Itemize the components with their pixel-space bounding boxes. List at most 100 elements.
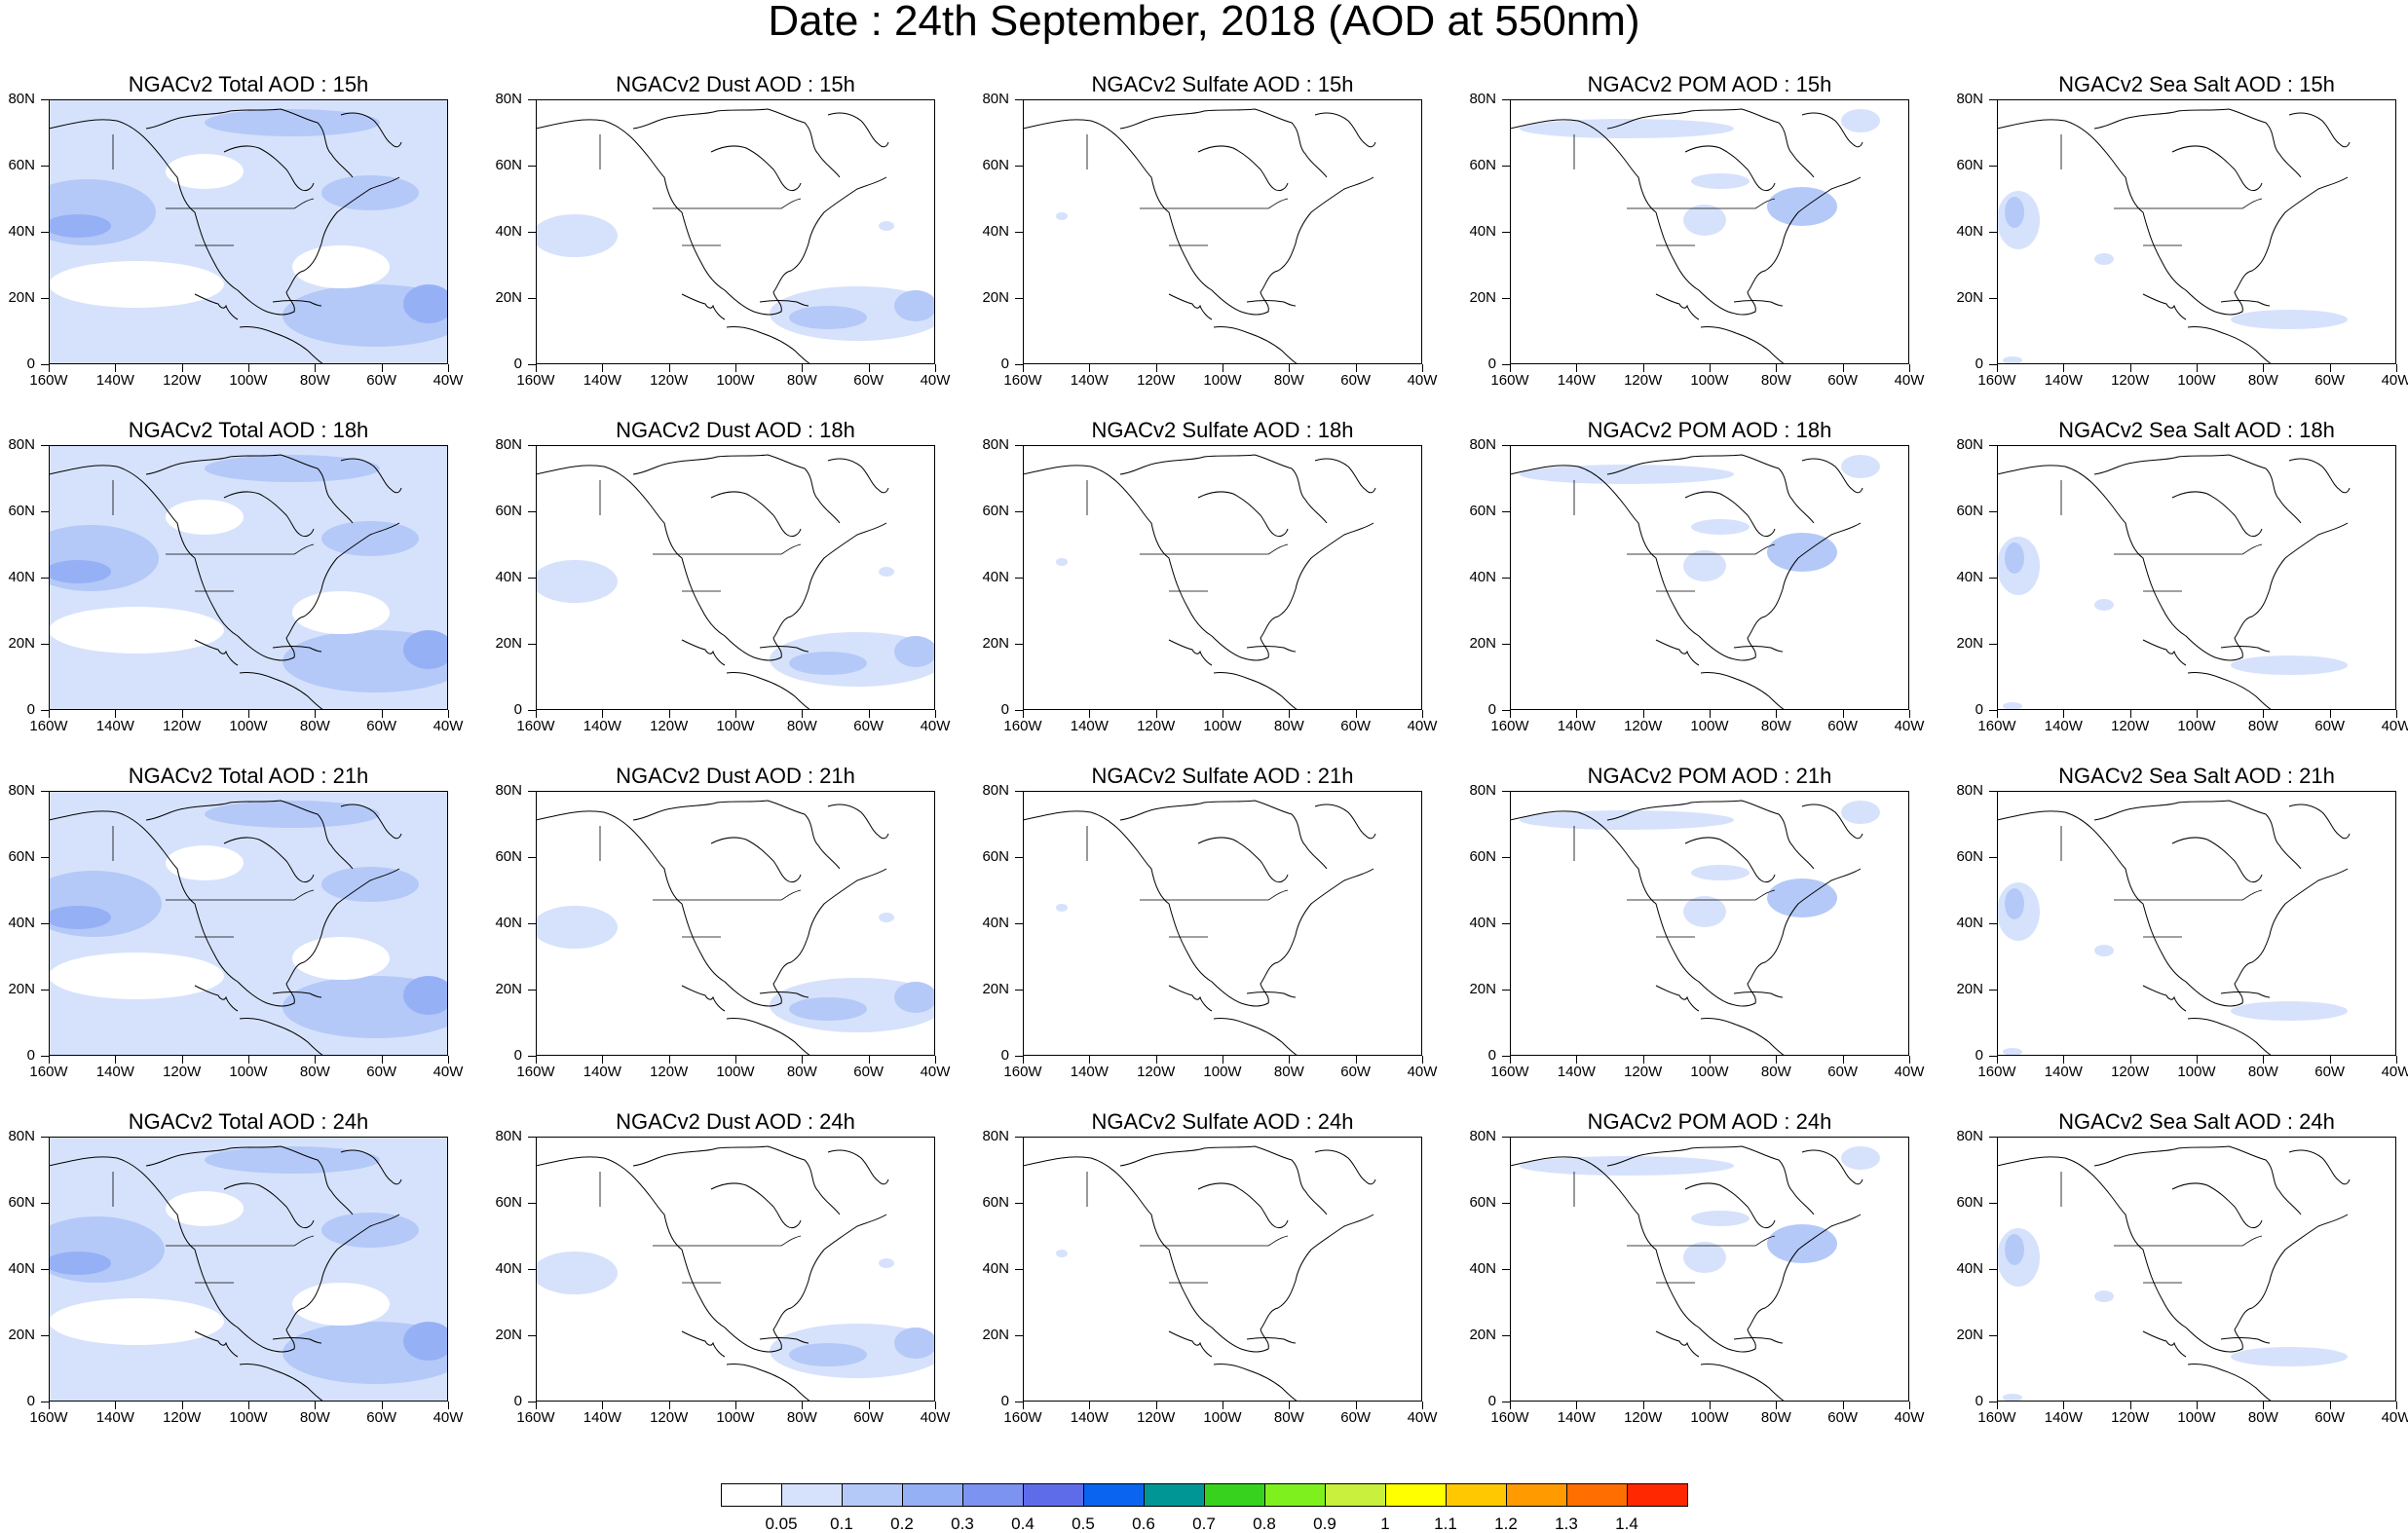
- coastline-segment: [1997, 465, 2349, 661]
- lon-tick: [181, 1402, 183, 1409]
- aod-shading: [2094, 945, 2114, 956]
- aod-shading: [2005, 1234, 2024, 1265]
- lon-tick-label: 40W: [433, 1064, 464, 1080]
- lon-tick-label: 100W: [1203, 372, 1242, 389]
- lon-tick-label: 160W: [1977, 1064, 2016, 1080]
- aod-shading: [321, 1213, 419, 1248]
- aod-shading: [205, 455, 380, 482]
- colorbar-box: [1204, 1483, 1265, 1507]
- lat-tick-label: 60N: [1469, 1194, 1496, 1211]
- lon-tick: [115, 710, 117, 718]
- lat-tick: [41, 990, 49, 991]
- lon-tick: [2129, 364, 2131, 372]
- lat-tick: [1502, 364, 1510, 365]
- lat-tick-label: 40N: [8, 1260, 35, 1277]
- coastline-segment: [2093, 800, 2302, 870]
- lon-tick-label: 60W: [366, 1064, 397, 1080]
- lon-tick-label: 60W: [366, 1409, 397, 1426]
- coastline-segment: [1733, 646, 1784, 653]
- lon-tick: [49, 1402, 50, 1409]
- lat-tick: [528, 710, 536, 711]
- lon-tick-label: 40W: [1894, 372, 1925, 389]
- coastline-segment: [2142, 293, 2187, 320]
- lon-tick-label: 160W: [29, 372, 68, 389]
- lon-tick-label: 60W: [1340, 372, 1372, 389]
- lon-tick: [1776, 364, 1778, 372]
- lat-tick-label: 0: [26, 701, 35, 718]
- lon-tick-label: 60W: [853, 1064, 884, 1080]
- coastline-segment: [1700, 1018, 1786, 1056]
- lon-tick-label: 120W: [650, 1064, 689, 1080]
- lon-tick-label: 140W: [583, 372, 621, 389]
- lon-tick-label: 100W: [2177, 1409, 2216, 1426]
- aod-shading: [403, 284, 448, 323]
- coastline-segment: [2187, 1364, 2273, 1402]
- lat-tick-label: 80N: [8, 782, 35, 799]
- lon-tick: [49, 364, 50, 372]
- lon-tick: [536, 710, 537, 718]
- lat-tick-label: 20N: [1469, 1327, 1496, 1343]
- lat-tick: [1989, 857, 1997, 858]
- border-segment: [2114, 543, 2263, 555]
- lon-tick-label: 160W: [516, 372, 555, 389]
- colorbar-box: [1023, 1483, 1084, 1507]
- lon-tick: [1510, 1056, 1511, 1064]
- lat-tick: [528, 1203, 536, 1204]
- lon-tick-label: 60W: [2314, 372, 2346, 389]
- lon-tick-label: 80W: [2247, 718, 2278, 734]
- lon-tick: [935, 710, 936, 718]
- lon-tick-label: 160W: [1977, 718, 2016, 734]
- lat-tick-label: 40N: [982, 1260, 1009, 1277]
- aod-field: [1056, 1250, 1068, 1257]
- coastline-segment: [49, 119, 400, 316]
- lat-tick: [1502, 445, 1510, 446]
- lon-tick-label: 60W: [853, 1409, 884, 1426]
- aod-shading: [1841, 455, 1880, 478]
- lon-tick: [1422, 1402, 1423, 1409]
- aod-shading: [2094, 253, 2114, 265]
- lon-tick-label: 120W: [1137, 372, 1176, 389]
- lat-tick: [1015, 990, 1023, 991]
- map-panel: NGACv2 Total AOD : 21h 80N 60N 40N 20N 0 160W 1…: [0, 762, 487, 1107]
- lat-tick-label: 40N: [1956, 569, 1983, 585]
- map-svg: [536, 800, 935, 1056]
- lon-tick-label: 60W: [2314, 718, 2346, 734]
- lon-tick-label: 100W: [1203, 1064, 1242, 1080]
- coastline-segment: [1606, 800, 1815, 870]
- border-segment: [2114, 1235, 2263, 1247]
- coastline-segment: [1997, 119, 2349, 316]
- lon-tick: [1422, 1056, 1423, 1064]
- lon-tick: [49, 710, 50, 718]
- lat-tick: [1502, 1137, 1510, 1138]
- lat-tick: [1989, 990, 1997, 991]
- map-svg: [1997, 108, 2351, 364]
- lon-tick: [2263, 364, 2265, 372]
- lon-tick: [2329, 1402, 2331, 1409]
- border-segment: [166, 198, 315, 209]
- lon-tick-label: 60W: [2314, 1064, 2346, 1080]
- lon-tick: [1642, 364, 1644, 372]
- lon-tick: [602, 710, 604, 718]
- aod-shading: [1056, 212, 1068, 220]
- lon-tick-label: 120W: [2111, 718, 2150, 734]
- lat-tick: [528, 578, 536, 579]
- lat-tick: [1502, 644, 1510, 645]
- map-panel: NGACv2 POM AOD : 15h 80N 60N 40N 20N 0 160W 140…: [1461, 70, 1948, 416]
- panel-title: NGACv2 Sea Salt AOD : 24h: [2058, 1109, 2335, 1134]
- lon-tick-label: 40W: [2381, 372, 2408, 389]
- lon-tick: [802, 1402, 804, 1409]
- lon-tick: [448, 710, 449, 718]
- aod-shading: [1520, 810, 1734, 830]
- lon-tick: [115, 1402, 117, 1409]
- lon-tick: [448, 364, 449, 372]
- lat-tick-label: 60N: [982, 157, 1009, 173]
- lat-tick-label: 80N: [1469, 1128, 1496, 1144]
- aod-shading: [2005, 888, 2024, 919]
- lon-tick-label: 80W: [1273, 372, 1304, 389]
- lon-tick-label: 40W: [920, 1409, 951, 1426]
- colorbar-label: 1.1: [1434, 1514, 1457, 1533]
- aod-shading: [205, 1146, 380, 1174]
- lon-tick-label: 120W: [650, 1409, 689, 1426]
- lon-tick: [248, 710, 249, 718]
- lat-tick-label: 80N: [1469, 91, 1496, 107]
